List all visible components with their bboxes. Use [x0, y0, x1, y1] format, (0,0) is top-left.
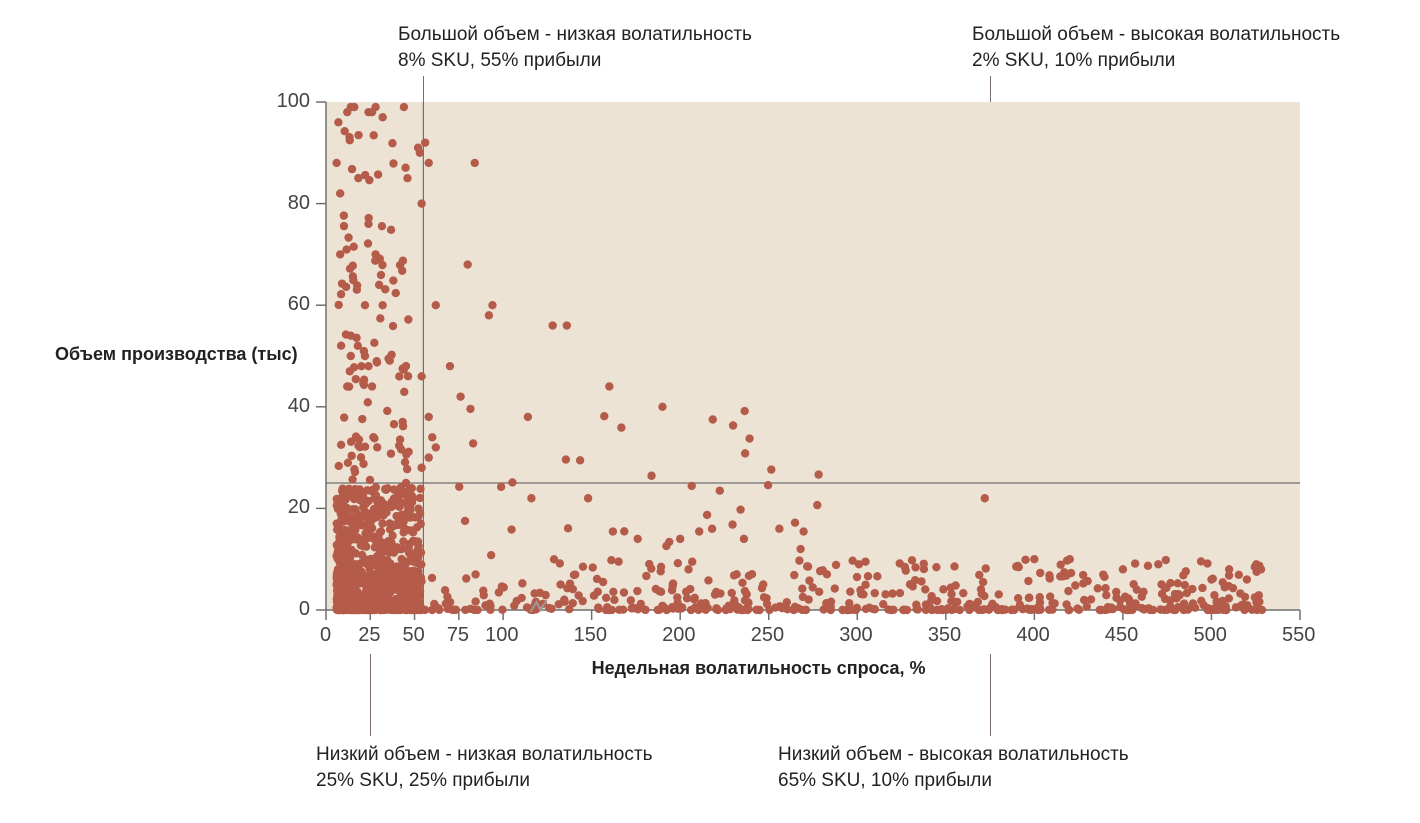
x-tick-label: 350 — [928, 624, 961, 647]
leader-top-left — [423, 76, 424, 102]
x-tick-label: 400 — [1016, 624, 1049, 647]
x-tick-label: 100 — [485, 624, 518, 647]
annotation-top-right-line1: Большой объем - высокая волатильность — [972, 22, 1340, 48]
x-tick-label: 300 — [839, 624, 872, 647]
annotation-top-left-line1: Большой объем - низкая волатильность — [398, 22, 752, 48]
annotation-bottom-left: Низкий объем - низкая волатильность 25% … — [316, 742, 652, 793]
annotation-bottom-right-line1: Низкий объем - высокая волатильность — [778, 742, 1129, 768]
y-tick-label: 40 — [288, 395, 310, 418]
leader-bottom-right — [990, 654, 991, 736]
y-tick-label: 100 — [277, 90, 310, 113]
x-tick-label: 450 — [1105, 624, 1138, 647]
y-tick-label: 80 — [288, 192, 310, 215]
annotation-top-left: Большой объем - низкая волатильность 8% … — [398, 22, 752, 73]
y-tick-label: 20 — [288, 496, 310, 519]
y-tick-label: 0 — [299, 598, 310, 621]
annotation-bottom-right: Низкий объем - высокая волатильность 65%… — [778, 742, 1129, 793]
leader-bottom-left — [370, 654, 371, 736]
annotation-bottom-right-line2: 65% SKU, 10% прибыли — [778, 768, 1129, 794]
y-axis-label: Объем производства (тыс) — [55, 344, 298, 365]
annotation-bottom-left-line1: Низкий объем - низкая волатильность — [316, 742, 652, 768]
x-tick-label: 550 — [1282, 624, 1315, 647]
x-tick-label: 25 — [358, 624, 380, 647]
x-tick-label: 200 — [662, 624, 695, 647]
plot-area — [0, 0, 1420, 823]
leader-top-right — [990, 76, 991, 102]
annotation-top-right-line2: 2% SKU, 10% прибыли — [972, 48, 1340, 74]
x-tick-label: 50 — [403, 624, 425, 647]
x-tick-label: 500 — [1193, 624, 1226, 647]
x-tick-label: 75 — [447, 624, 469, 647]
x-axis-label: Недельная волатильность спроса, % — [592, 658, 926, 679]
scatter-chart: Объем производства (тыс) Недельная волат… — [0, 0, 1420, 823]
x-tick-label: 0 — [320, 624, 331, 647]
annotation-bottom-left-line2: 25% SKU, 25% прибыли — [316, 768, 652, 794]
annotation-top-left-line2: 8% SKU, 55% прибыли — [398, 48, 752, 74]
x-tick-label: 250 — [751, 624, 784, 647]
x-tick-label: 150 — [574, 624, 607, 647]
y-tick-label: 60 — [288, 293, 310, 316]
annotation-top-right: Большой объем - высокая волатильность 2%… — [972, 22, 1340, 73]
